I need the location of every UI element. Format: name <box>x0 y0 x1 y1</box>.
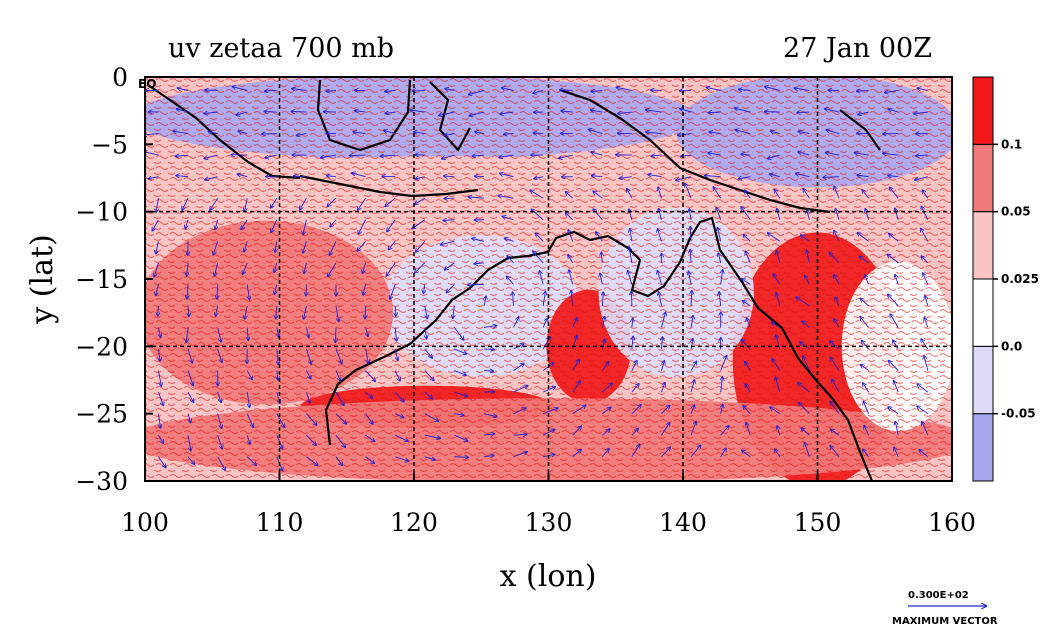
colorbar: -0.05 0.0 0.025 0.05 0.1 <box>973 77 1039 481</box>
chart-title-right: 27 Jan 00Z <box>783 33 932 64</box>
y-tick-label: −5 <box>91 130 128 159</box>
y-tick-label: −15 <box>75 265 128 294</box>
colorbar-label: 0.0 <box>1001 339 1022 353</box>
wind-vector <box>484 371 493 372</box>
y-tick-label: −20 <box>75 332 128 361</box>
x-tick-label: 160 <box>928 508 976 537</box>
x-tick-label: 120 <box>390 508 438 537</box>
equator-label: EQ <box>138 77 156 91</box>
x-tick-label: 130 <box>525 508 573 537</box>
y-tick-label: 0 <box>112 63 128 92</box>
chart-title-left: uv zetaa 700 mb <box>168 33 394 64</box>
wind-vector <box>533 133 543 134</box>
colorbar-swatch <box>973 346 993 413</box>
wind-vector <box>631 292 632 306</box>
x-tick-label: 140 <box>659 508 707 537</box>
y-axis-label: y (lat) <box>25 234 60 324</box>
y-tick-label: −10 <box>75 198 128 227</box>
colorbar-label: 0.1 <box>1001 137 1022 151</box>
wind-vector <box>365 306 366 318</box>
y-axis-ticks: 0 −5 −10 −15 −20 −25 −30 <box>75 63 153 496</box>
wind-vector <box>709 112 721 113</box>
y-tick-label: −30 <box>75 467 128 496</box>
wind-vector <box>560 90 573 91</box>
wind-vector <box>454 457 468 458</box>
colorbar-label: -0.05 <box>1001 407 1036 421</box>
wind-vector <box>335 327 336 342</box>
wind-vector <box>292 111 307 112</box>
wind-vector <box>217 284 218 298</box>
colorbar-label: 0.025 <box>1001 272 1039 286</box>
colorbar-swatch <box>973 279 993 346</box>
x-axis-ticks: 100 110 120 130 140 150 160 <box>121 473 976 537</box>
colorbar-swatch <box>973 77 993 144</box>
colorbar-swatch <box>973 212 993 279</box>
vector-legend: 0.300E+02 MAXIMUM VECTOR <box>892 590 998 627</box>
vector-legend-value: 0.300E+02 <box>908 590 969 601</box>
x-tick-label: 100 <box>121 508 169 537</box>
x-tick-label: 150 <box>794 508 842 537</box>
colorbar-swatch <box>973 144 993 211</box>
x-tick-label: 110 <box>256 508 304 537</box>
y-tick-label: −25 <box>75 400 128 429</box>
wind-vector <box>265 90 277 91</box>
vector-legend-label: MAXIMUM VECTOR <box>892 616 998 627</box>
colorbar-label: 0.05 <box>1001 205 1031 219</box>
colorbar-swatch <box>973 414 993 481</box>
wind-vector <box>468 284 484 285</box>
wind-vector <box>475 176 484 177</box>
wind-vector <box>444 176 455 177</box>
x-axis-label: x (lon) <box>500 559 597 594</box>
